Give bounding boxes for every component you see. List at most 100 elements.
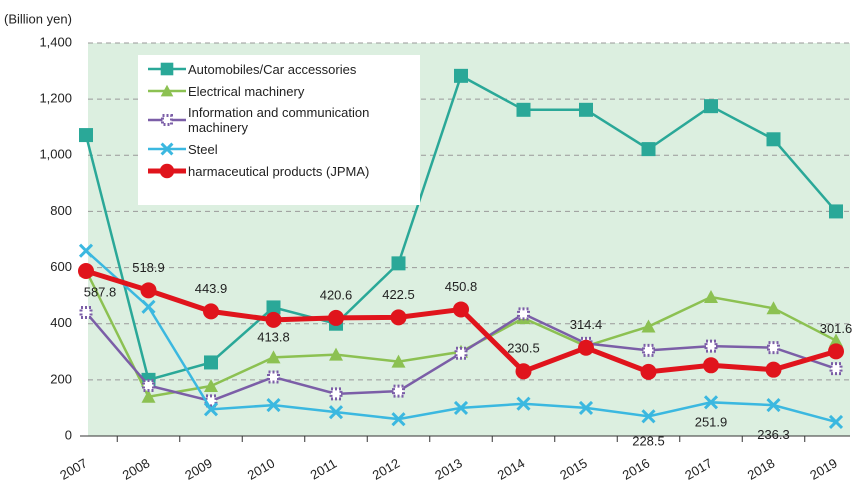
marker (766, 132, 781, 147)
marker (578, 400, 594, 415)
marker (159, 163, 175, 179)
marker (829, 333, 843, 347)
marker (266, 300, 281, 315)
marker (267, 370, 280, 384)
marker (767, 341, 780, 355)
marker (454, 68, 468, 83)
marker (265, 311, 282, 328)
marker (765, 361, 782, 378)
data-label: 230.5 (507, 341, 540, 356)
marker (329, 347, 343, 361)
marker (640, 363, 657, 380)
y-tick-label: 200 (50, 371, 72, 386)
marker (642, 343, 655, 357)
data-label: 413.8 (257, 329, 290, 344)
marker (515, 363, 532, 380)
legend-item: Steel (146, 141, 412, 157)
marker (453, 400, 469, 415)
marker (266, 398, 281, 413)
marker (392, 384, 405, 398)
marker (829, 362, 843, 376)
data-label: 236.3 (757, 427, 790, 442)
marker (204, 379, 218, 393)
marker (203, 402, 219, 417)
marker (828, 343, 844, 360)
legend-swatch (148, 142, 186, 156)
marker (704, 339, 718, 353)
marker (641, 409, 656, 424)
data-label: 420.6 (320, 287, 353, 302)
x-tick-label: 2008 (120, 455, 153, 482)
marker (141, 389, 156, 403)
y-tick-label: 400 (50, 315, 72, 330)
marker (516, 396, 531, 411)
y-axis-label: (Billion yen) (4, 11, 72, 26)
marker (142, 378, 155, 392)
marker (766, 398, 781, 413)
x-tick-label: 2014 (495, 455, 528, 482)
y-tick-label: 0 (65, 427, 72, 442)
x-tick-label: 2016 (620, 455, 653, 482)
marker (79, 305, 93, 319)
data-label: 314.4 (570, 317, 603, 332)
y-tick-label: 800 (50, 203, 72, 218)
marker (517, 307, 530, 321)
x-tick-label: 2018 (745, 455, 778, 482)
marker (141, 299, 156, 314)
y-tick-label: 600 (50, 259, 72, 274)
marker (160, 84, 174, 97)
x-tick-label: 2017 (682, 455, 715, 482)
legend-label: Information and communication machinery (188, 105, 370, 135)
legend-item: harmaceutical products (JPMA) (146, 163, 412, 179)
marker (766, 301, 781, 315)
marker (79, 128, 93, 143)
data-label: 422.5 (382, 287, 415, 302)
marker (391, 412, 406, 427)
legend: Automobiles/Car accessories Electrical ma… (138, 55, 420, 205)
marker (829, 204, 843, 219)
data-label: 443.9 (195, 281, 228, 296)
x-tick-label: 2010 (245, 455, 278, 482)
x-tick-label: 2011 (308, 456, 340, 483)
data-label: 450.8 (445, 279, 478, 294)
x-tick-label: 2007 (57, 455, 90, 482)
marker (328, 405, 344, 420)
marker (641, 142, 656, 157)
data-label: 251.9 (695, 415, 728, 430)
y-tick-label: 1,400 (39, 34, 72, 49)
legend-swatch (148, 62, 186, 76)
legend-label: Automobiles/Car accessories (188, 61, 357, 77)
legend-swatch (148, 163, 186, 179)
x-tick-label: 2009 (182, 455, 215, 482)
marker (390, 309, 407, 326)
marker (641, 319, 656, 333)
marker (203, 303, 219, 320)
marker (704, 290, 718, 304)
legend-label: Electrical machinery (188, 83, 305, 99)
legend-item: Automobiles/Car accessories (146, 61, 412, 77)
data-label: 301.6 (820, 321, 853, 336)
marker (161, 114, 173, 126)
marker (704, 99, 718, 114)
marker (266, 350, 281, 364)
x-tick-label: 2013 (432, 455, 465, 482)
y-tick-label: 1,200 (39, 91, 72, 106)
legend-label: Steel (188, 141, 218, 157)
x-tick-label: 2015 (557, 455, 590, 482)
marker (391, 354, 406, 368)
marker (453, 301, 469, 318)
marker (160, 142, 174, 156)
marker (828, 414, 844, 430)
y-tick-label: 1,000 (39, 147, 72, 162)
legend-item: Information and communication machinery (146, 105, 412, 135)
marker (160, 62, 174, 76)
marker (391, 256, 406, 271)
marker (454, 346, 468, 360)
x-tick-label: 2012 (370, 455, 403, 482)
legend-swatch (148, 114, 186, 126)
marker (703, 357, 719, 374)
marker (516, 102, 531, 117)
data-label: 228.5 (632, 433, 665, 448)
